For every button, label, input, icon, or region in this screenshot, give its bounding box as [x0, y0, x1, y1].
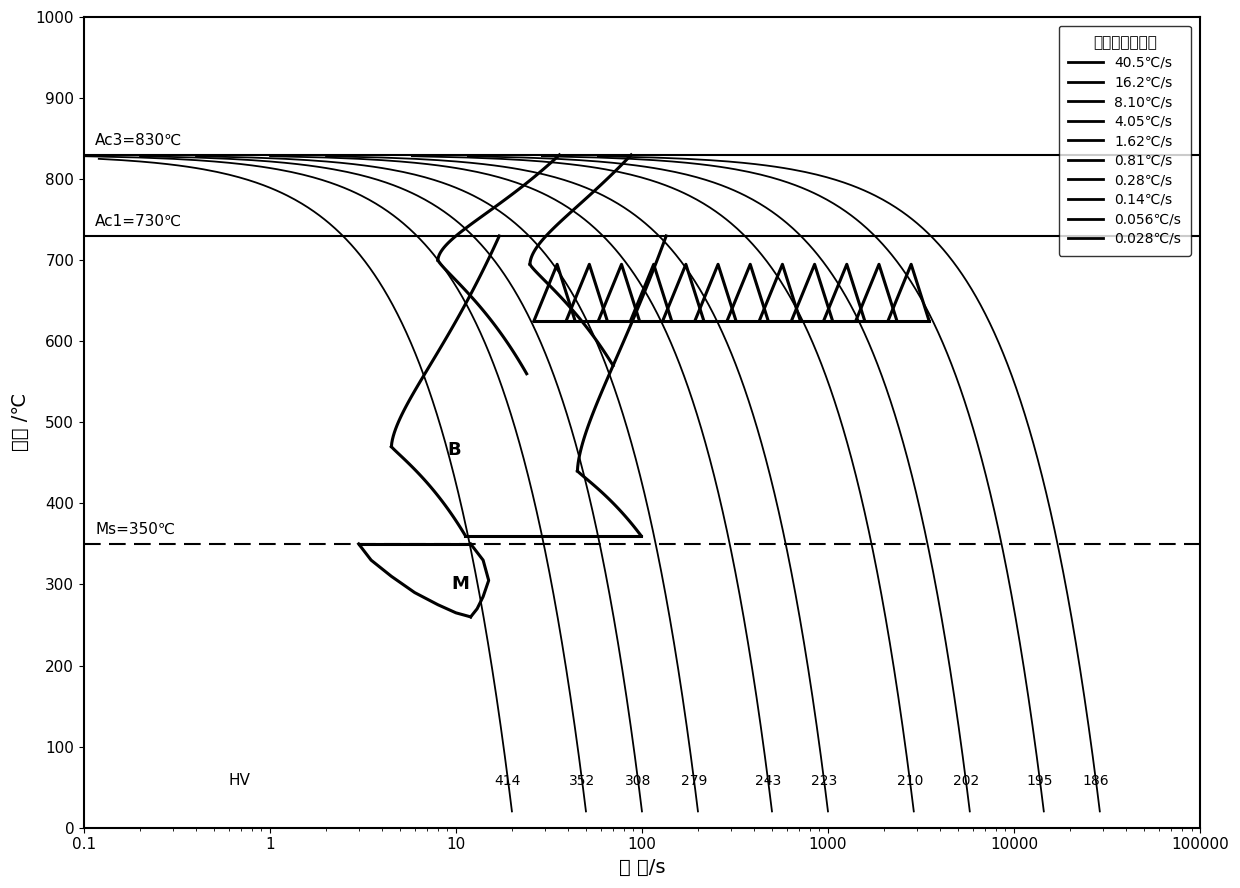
Y-axis label: 温度 /℃: 温度 /℃ — [11, 393, 30, 451]
Text: 186: 186 — [1083, 774, 1109, 789]
Text: 195: 195 — [1027, 774, 1053, 789]
Text: 352: 352 — [569, 774, 595, 789]
Text: Ac1=730℃: Ac1=730℃ — [95, 213, 182, 228]
Text: 279: 279 — [681, 774, 707, 789]
Text: 414: 414 — [495, 774, 521, 789]
Text: 202: 202 — [952, 774, 978, 789]
Text: 210: 210 — [897, 774, 923, 789]
Text: B: B — [448, 440, 461, 459]
Text: Ac3=830℃: Ac3=830℃ — [95, 132, 182, 147]
Text: Ms=350℃: Ms=350℃ — [95, 521, 175, 536]
Text: 243: 243 — [755, 774, 781, 789]
Text: HV: HV — [228, 773, 250, 789]
Text: 308: 308 — [625, 774, 651, 789]
X-axis label: 时 间/s: 时 间/s — [619, 858, 665, 876]
Legend: 40.5℃/s, 16.2℃/s, 8.10℃/s, 4.05℃/s, 1.62℃/s, 0.81℃/s, 0.28℃/s, 0.14℃/s, 0.056℃/s: 40.5℃/s, 16.2℃/s, 8.10℃/s, 4.05℃/s, 1.62… — [1059, 26, 1190, 256]
Text: 223: 223 — [811, 774, 837, 789]
Text: M: M — [451, 575, 470, 592]
